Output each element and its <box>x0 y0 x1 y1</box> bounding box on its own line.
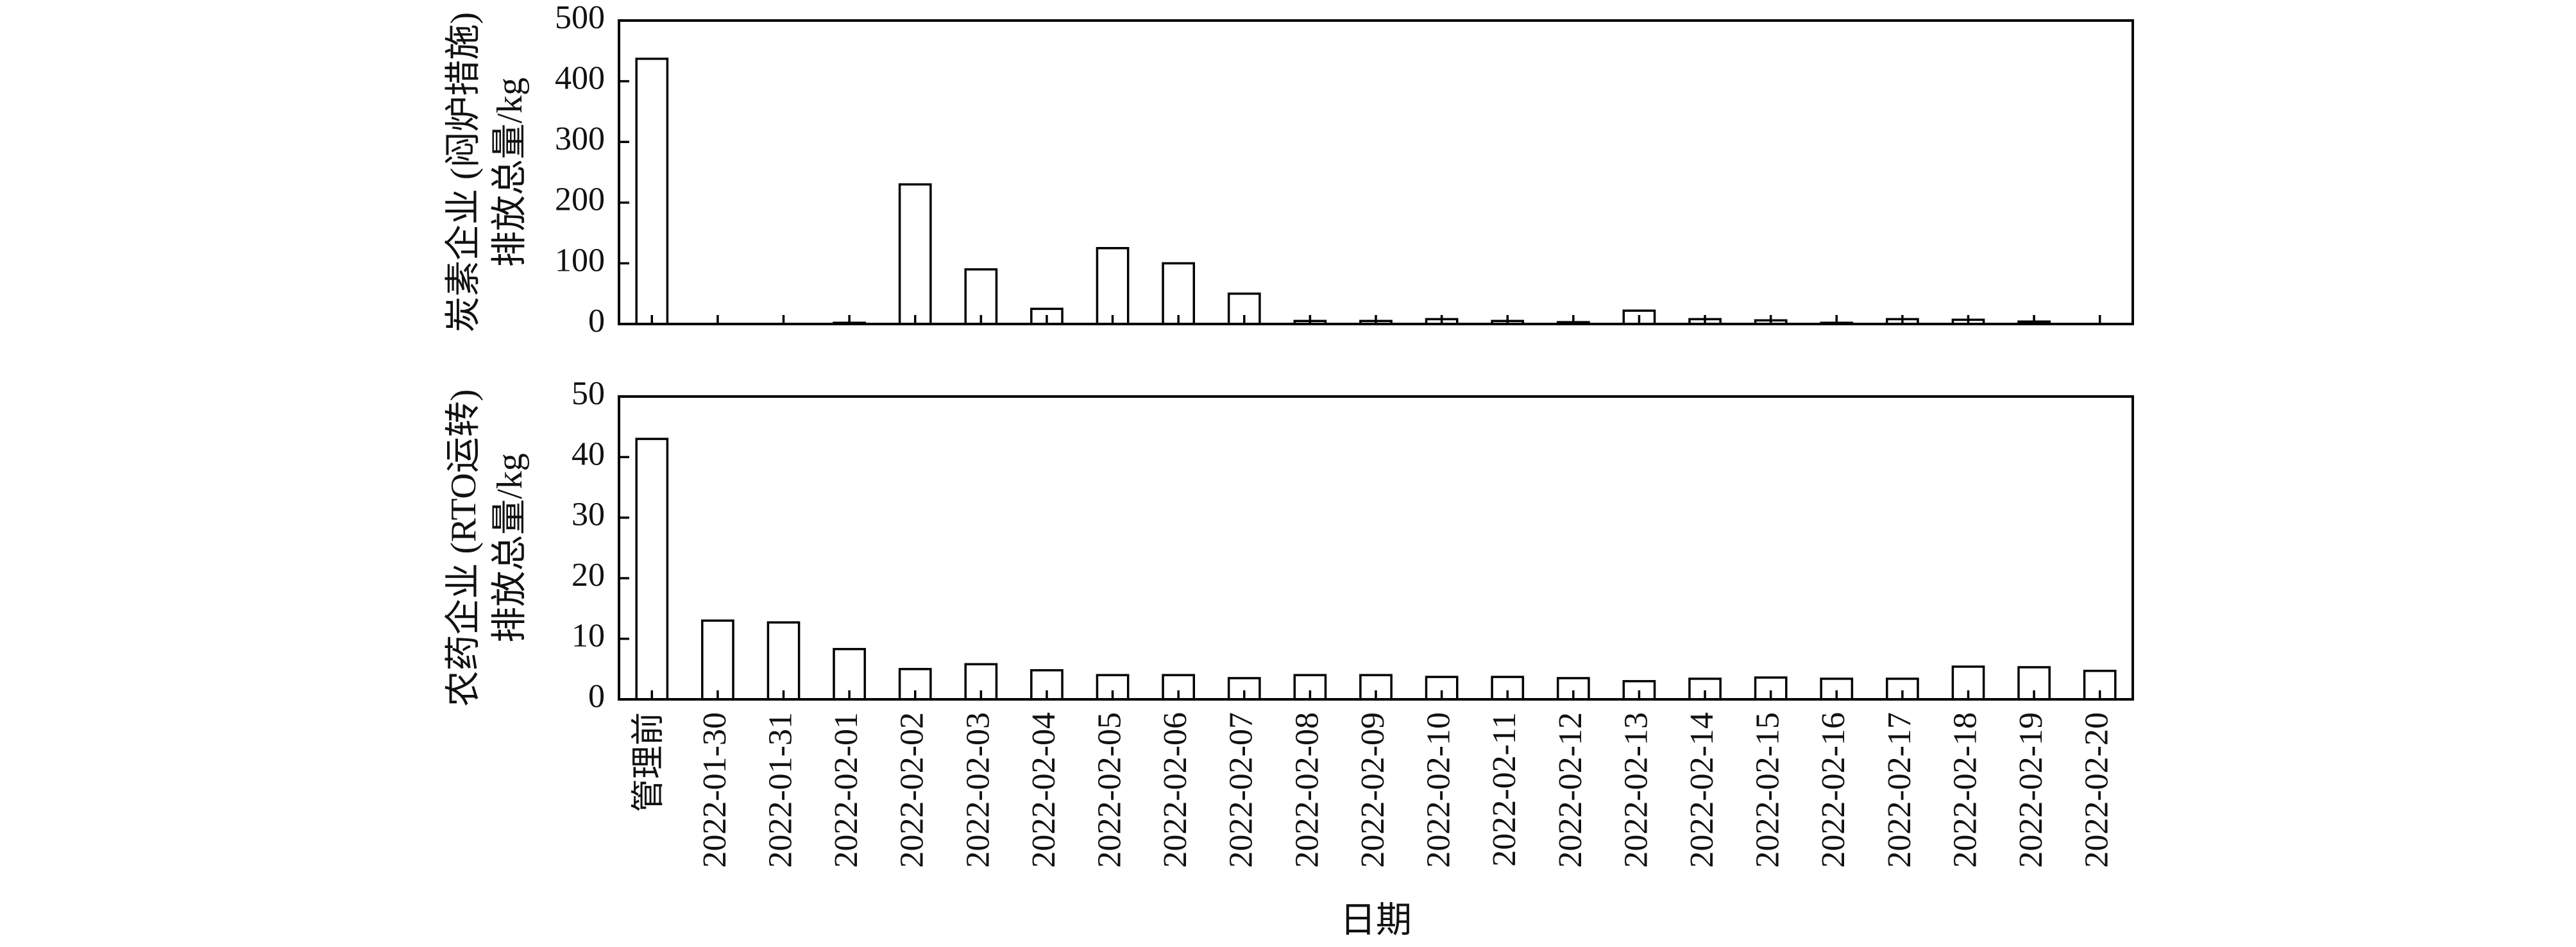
x-tick-label: 2022-02-08 <box>1289 712 1325 868</box>
x-tick-label: 2022-02-17 <box>1881 712 1918 868</box>
y-tick-label: 200 <box>555 182 605 218</box>
bottom-panel: 0 10 20 30 40 50 农药企业 (RTO运转) 排放总量/kg 管理前 2022-01… <box>444 375 2134 941</box>
bar-carbon-7 <box>1096 247 1130 325</box>
bar-carbon-5 <box>964 268 998 325</box>
y-axis-label-line-2: 排放总量/kg <box>490 78 530 268</box>
x-tick-label: 2022-02-13 <box>1618 712 1654 868</box>
bar-pesticide-1 <box>701 619 734 701</box>
y-tick-label: 50 <box>572 375 605 412</box>
y-tick-label: 40 <box>572 436 605 472</box>
bar-pesticide-2 <box>767 621 801 701</box>
x-tick-label: 2022-02-06 <box>1157 712 1194 868</box>
y-axis-label-line-1: 炭素企业 (闷炉措施) <box>444 12 484 332</box>
y-tick-label: 30 <box>572 497 605 533</box>
y-tick-label: 400 <box>555 60 605 97</box>
y-tick-label: 500 <box>555 0 605 36</box>
y-tick-label: 0 <box>588 303 605 339</box>
bar-carbon-0 <box>635 57 669 325</box>
x-tick-label: 2022-02-05 <box>1092 712 1128 868</box>
x-tick-label: 2022-02-01 <box>828 712 865 868</box>
x-tick-label: 2022-01-31 <box>762 712 799 868</box>
x-tick-label: 2022-02-03 <box>960 712 996 868</box>
y-axis-label-line-1: 农药企业 (RTO运转) <box>444 389 484 707</box>
y-tick-label: 10 <box>572 618 605 654</box>
x-tick-label: 2022-02-10 <box>1421 712 1457 868</box>
x-tick-label: 2022-02-07 <box>1223 712 1260 868</box>
plot-frame <box>618 19 2134 325</box>
x-tick-label: 2022-02-19 <box>2013 712 2049 868</box>
y-tick-label: 0 <box>588 678 605 715</box>
y-axis-label-line-2: 排放总量/kg <box>490 453 530 643</box>
x-tick-label: 2022-01-30 <box>697 712 733 868</box>
y-tick-label: 300 <box>555 121 605 157</box>
y-tick-label: 100 <box>555 242 605 278</box>
top-panel: 0 100 200 300 400 500 炭素企业 (闷炉措施) 排放总量/kg <box>444 0 2134 339</box>
x-tick-label: 2022-02-11 <box>1486 712 1523 867</box>
x-tick-label: 2022-02-20 <box>2079 712 2115 868</box>
bar-carbon-4 <box>898 183 932 325</box>
x-tick-label: 2022-02-14 <box>1684 712 1720 868</box>
x-tick-label: 2022-02-04 <box>1026 712 1062 868</box>
x-tick-label: 2022-02-09 <box>1355 712 1391 868</box>
x-tick-label: 管理前 <box>631 712 667 812</box>
bar-carbon-8 <box>1162 262 1196 325</box>
bar-pesticide-0 <box>635 438 669 701</box>
x-axis-label: 日期 <box>1340 901 1412 941</box>
x-tick-label: 2022-02-15 <box>1750 712 1786 868</box>
x-tick-label: 2022-02-12 <box>1552 712 1589 868</box>
x-tick-label: 2022-02-16 <box>1815 712 1852 868</box>
x-tick-label: 2022-02-18 <box>1947 712 1983 868</box>
x-tick-label: 2022-02-02 <box>894 712 931 868</box>
y-tick-label: 20 <box>572 557 605 593</box>
